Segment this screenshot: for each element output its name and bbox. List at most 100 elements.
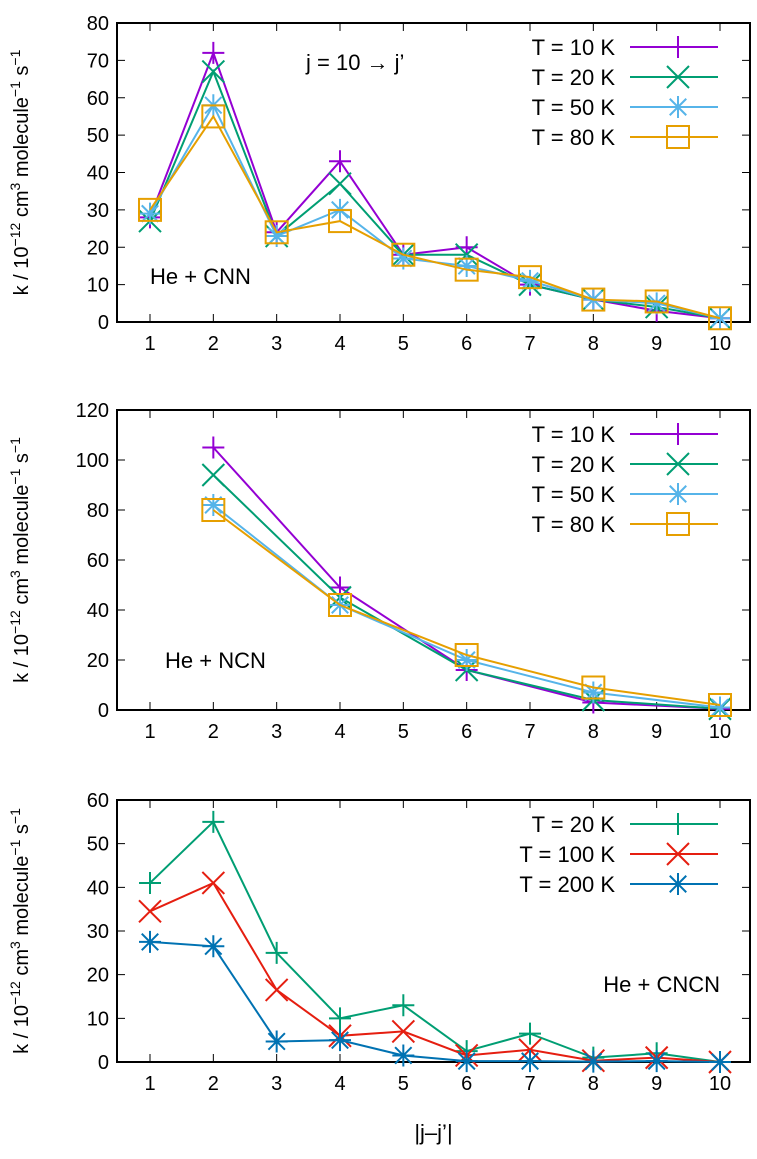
y-tick-label: 10 bbox=[87, 1008, 109, 1030]
panel-1: 0 10 20 30 40 50 60 70 80 1 2 3 4 5 6 7 8 9 10 k / 10−12 cm… bbox=[7, 13, 751, 355]
label-part: s bbox=[11, 824, 33, 840]
marker-cross bbox=[666, 452, 690, 476]
series-t-50-k bbox=[139, 94, 731, 330]
plot-frame bbox=[116, 22, 751, 323]
x-tick-label: 3 bbox=[271, 333, 282, 355]
legend-label: T = 200 K bbox=[519, 872, 615, 897]
marker-plus bbox=[265, 941, 288, 964]
marker-cross bbox=[138, 899, 162, 924]
y-tick-label: 20 bbox=[87, 965, 109, 987]
marker-cross bbox=[391, 1019, 416, 1044]
x-tick-label: 6 bbox=[461, 721, 472, 743]
y-tick-label: 100 bbox=[76, 450, 109, 472]
label-part: cm bbox=[11, 578, 33, 610]
x-tick-label: 8 bbox=[588, 1073, 599, 1095]
x-tick-label: 1 bbox=[144, 333, 155, 355]
legend-label: T = 50 K bbox=[532, 482, 616, 507]
marker-square bbox=[708, 306, 732, 331]
marker-square bbox=[581, 675, 606, 700]
y-axis-label: k / 10−12 cm3 molecule−1 s−1 bbox=[7, 808, 33, 1054]
series-t-50-k bbox=[202, 494, 731, 719]
marker-square bbox=[518, 265, 542, 290]
marker-star bbox=[519, 269, 541, 292]
x-tick-label: 5 bbox=[398, 1073, 409, 1095]
y-tick-label: 80 bbox=[87, 13, 109, 35]
superscript: 3 bbox=[7, 941, 23, 949]
marker-star bbox=[329, 1029, 351, 1052]
y-tick-label: 20 bbox=[87, 237, 109, 259]
x-tick-label: 4 bbox=[334, 333, 345, 355]
marker-plus bbox=[519, 1022, 541, 1045]
x-tick-label: 2 bbox=[208, 333, 219, 355]
y-tick-label: 60 bbox=[87, 88, 109, 110]
marker-star bbox=[582, 1050, 605, 1073]
x-tick-label: 8 bbox=[588, 333, 599, 355]
y-tick-label: 40 bbox=[87, 600, 109, 622]
marker-cross bbox=[264, 978, 289, 1002]
marker-square bbox=[391, 242, 416, 267]
legend-label: T = 80 K bbox=[532, 125, 616, 150]
x-tick-label: 8 bbox=[588, 721, 599, 743]
series-t-10-k bbox=[202, 436, 731, 720]
marker-cross bbox=[518, 1038, 542, 1062]
marker-cross bbox=[201, 59, 226, 84]
x-tick-label: 4 bbox=[334, 721, 345, 743]
marker-cross bbox=[201, 463, 226, 487]
x-tick-label: 6 bbox=[461, 1073, 472, 1095]
label-part: s bbox=[11, 453, 33, 469]
marker-square bbox=[328, 593, 352, 617]
series-line bbox=[149, 114, 721, 320]
marker-star bbox=[582, 681, 605, 704]
marker-cross bbox=[328, 172, 352, 196]
marker-star bbox=[645, 292, 668, 315]
superscript: −1 bbox=[7, 49, 23, 65]
y-tick-label: 0 bbox=[98, 312, 109, 334]
marker-plus bbox=[667, 423, 689, 445]
legend-label: T = 80 K bbox=[532, 512, 616, 537]
superscript: −12 bbox=[7, 981, 23, 1005]
marker-square bbox=[581, 287, 606, 312]
x-tick-label: 2 bbox=[208, 1073, 219, 1095]
y-tick-label: 0 bbox=[98, 700, 109, 722]
x-tick-label: 2 bbox=[208, 721, 219, 743]
marker-plus bbox=[329, 1007, 351, 1030]
marker-square bbox=[264, 220, 289, 245]
superscript: −1 bbox=[7, 808, 23, 824]
marker-star bbox=[709, 696, 731, 719]
marker-plus bbox=[202, 41, 225, 64]
y-tick-label: 50 bbox=[87, 125, 109, 147]
label-part: molecule bbox=[11, 97, 33, 183]
label-part: cm bbox=[11, 949, 33, 981]
series-line bbox=[149, 50, 721, 320]
marker-square bbox=[666, 125, 690, 149]
superscript: −1 bbox=[7, 437, 23, 453]
superscript: −1 bbox=[7, 81, 23, 97]
x-tick-label: 6 bbox=[461, 333, 472, 355]
marker-star bbox=[709, 307, 731, 330]
marker-plus bbox=[329, 150, 351, 173]
label-part: molecule bbox=[11, 485, 33, 571]
marker-star bbox=[139, 202, 161, 225]
label-part: s bbox=[11, 66, 33, 82]
x-tick-label: 3 bbox=[271, 1073, 282, 1095]
marker-plus bbox=[202, 436, 225, 459]
marker-star bbox=[139, 930, 161, 953]
marker-square bbox=[454, 643, 479, 667]
x-tick-label: 9 bbox=[651, 1073, 662, 1095]
plot-frame bbox=[116, 409, 751, 711]
y-axis-label: k / 10−12 cm3 molecule−1 s−1 bbox=[7, 49, 33, 295]
series-t-20-k bbox=[139, 810, 731, 1073]
marker-plus bbox=[667, 813, 689, 835]
series-t-80-k bbox=[201, 498, 732, 717]
y-tick-label: 20 bbox=[87, 650, 109, 672]
x-tick-label: 3 bbox=[271, 721, 282, 743]
y-tick-label: 10 bbox=[87, 275, 109, 297]
panel-label: He + NCN bbox=[165, 648, 266, 673]
y-tick-label: 60 bbox=[87, 790, 109, 812]
marker-cross bbox=[666, 842, 690, 866]
y-tick-label: 120 bbox=[76, 400, 109, 422]
marker-star bbox=[709, 1051, 731, 1073]
y-tick-label: 70 bbox=[87, 50, 109, 72]
